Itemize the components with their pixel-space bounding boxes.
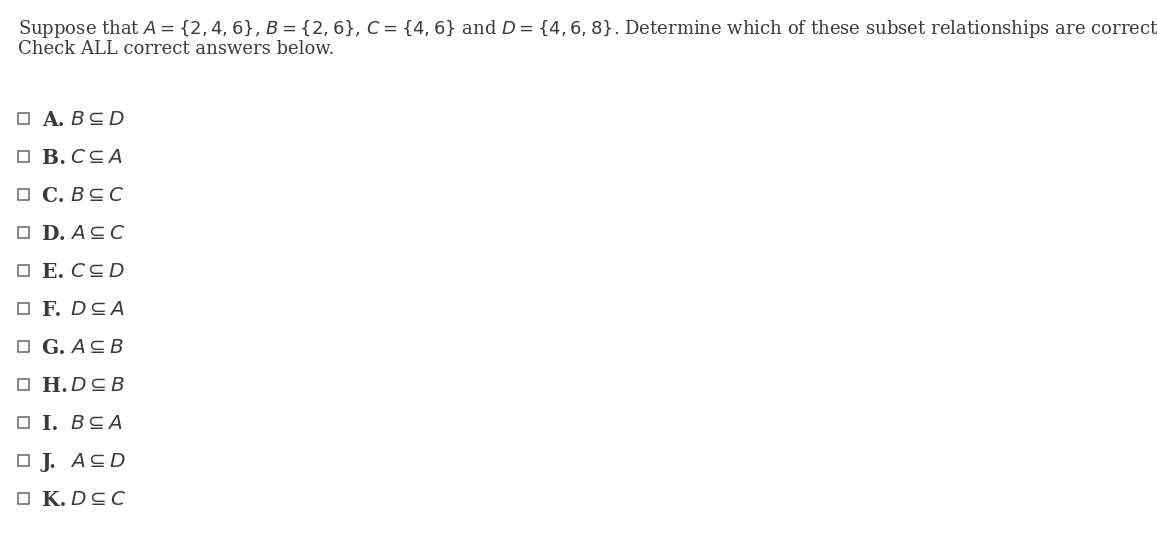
Text: $B \subseteq A$: $B \subseteq A$ bbox=[71, 414, 124, 433]
Text: $C \subseteq A$: $C \subseteq A$ bbox=[71, 148, 124, 167]
Text: $B \subseteq C$: $B \subseteq C$ bbox=[71, 186, 125, 205]
Text: K.: K. bbox=[42, 490, 74, 510]
Text: C.: C. bbox=[42, 186, 72, 206]
Bar bbox=[19, 151, 29, 162]
Text: J.: J. bbox=[42, 452, 64, 472]
Bar bbox=[19, 303, 29, 314]
Bar bbox=[19, 265, 29, 276]
Text: H.: H. bbox=[42, 376, 75, 396]
Text: $D \subseteq B$: $D \subseteq B$ bbox=[71, 376, 125, 395]
Bar bbox=[19, 417, 29, 428]
Text: F.: F. bbox=[42, 300, 68, 320]
Text: $D \subseteq C$: $D \subseteq C$ bbox=[71, 490, 126, 509]
Bar bbox=[19, 379, 29, 390]
Text: A.: A. bbox=[42, 110, 72, 130]
Text: $B \subseteq D$: $B \subseteq D$ bbox=[71, 110, 126, 129]
Bar bbox=[19, 227, 29, 238]
Text: Check ALL correct answers below.: Check ALL correct answers below. bbox=[19, 40, 334, 58]
Text: G.: G. bbox=[42, 338, 73, 358]
Bar bbox=[19, 455, 29, 466]
Bar bbox=[19, 493, 29, 504]
Bar bbox=[19, 113, 29, 124]
Text: E.: E. bbox=[42, 262, 72, 282]
Text: B.: B. bbox=[42, 148, 73, 168]
Text: $A \subseteq B$: $A \subseteq B$ bbox=[71, 338, 125, 357]
Text: Suppose that $A = \{2, 4, 6\}$, $B = \{2, 6\}$, $C = \{4, 6\}$ and $D = \{4, 6, : Suppose that $A = \{2, 4, 6\}$, $B = \{2… bbox=[19, 18, 1157, 40]
Text: D.: D. bbox=[42, 224, 73, 244]
Text: $A \subseteq D$: $A \subseteq D$ bbox=[71, 452, 126, 471]
Bar bbox=[19, 189, 29, 200]
Text: $D \subseteq A$: $D \subseteq A$ bbox=[71, 300, 125, 319]
Text: I.: I. bbox=[42, 414, 66, 434]
Bar bbox=[19, 341, 29, 352]
Text: $A \subseteq C$: $A \subseteq C$ bbox=[71, 224, 126, 243]
Text: $C \subseteq D$: $C \subseteq D$ bbox=[71, 262, 126, 281]
